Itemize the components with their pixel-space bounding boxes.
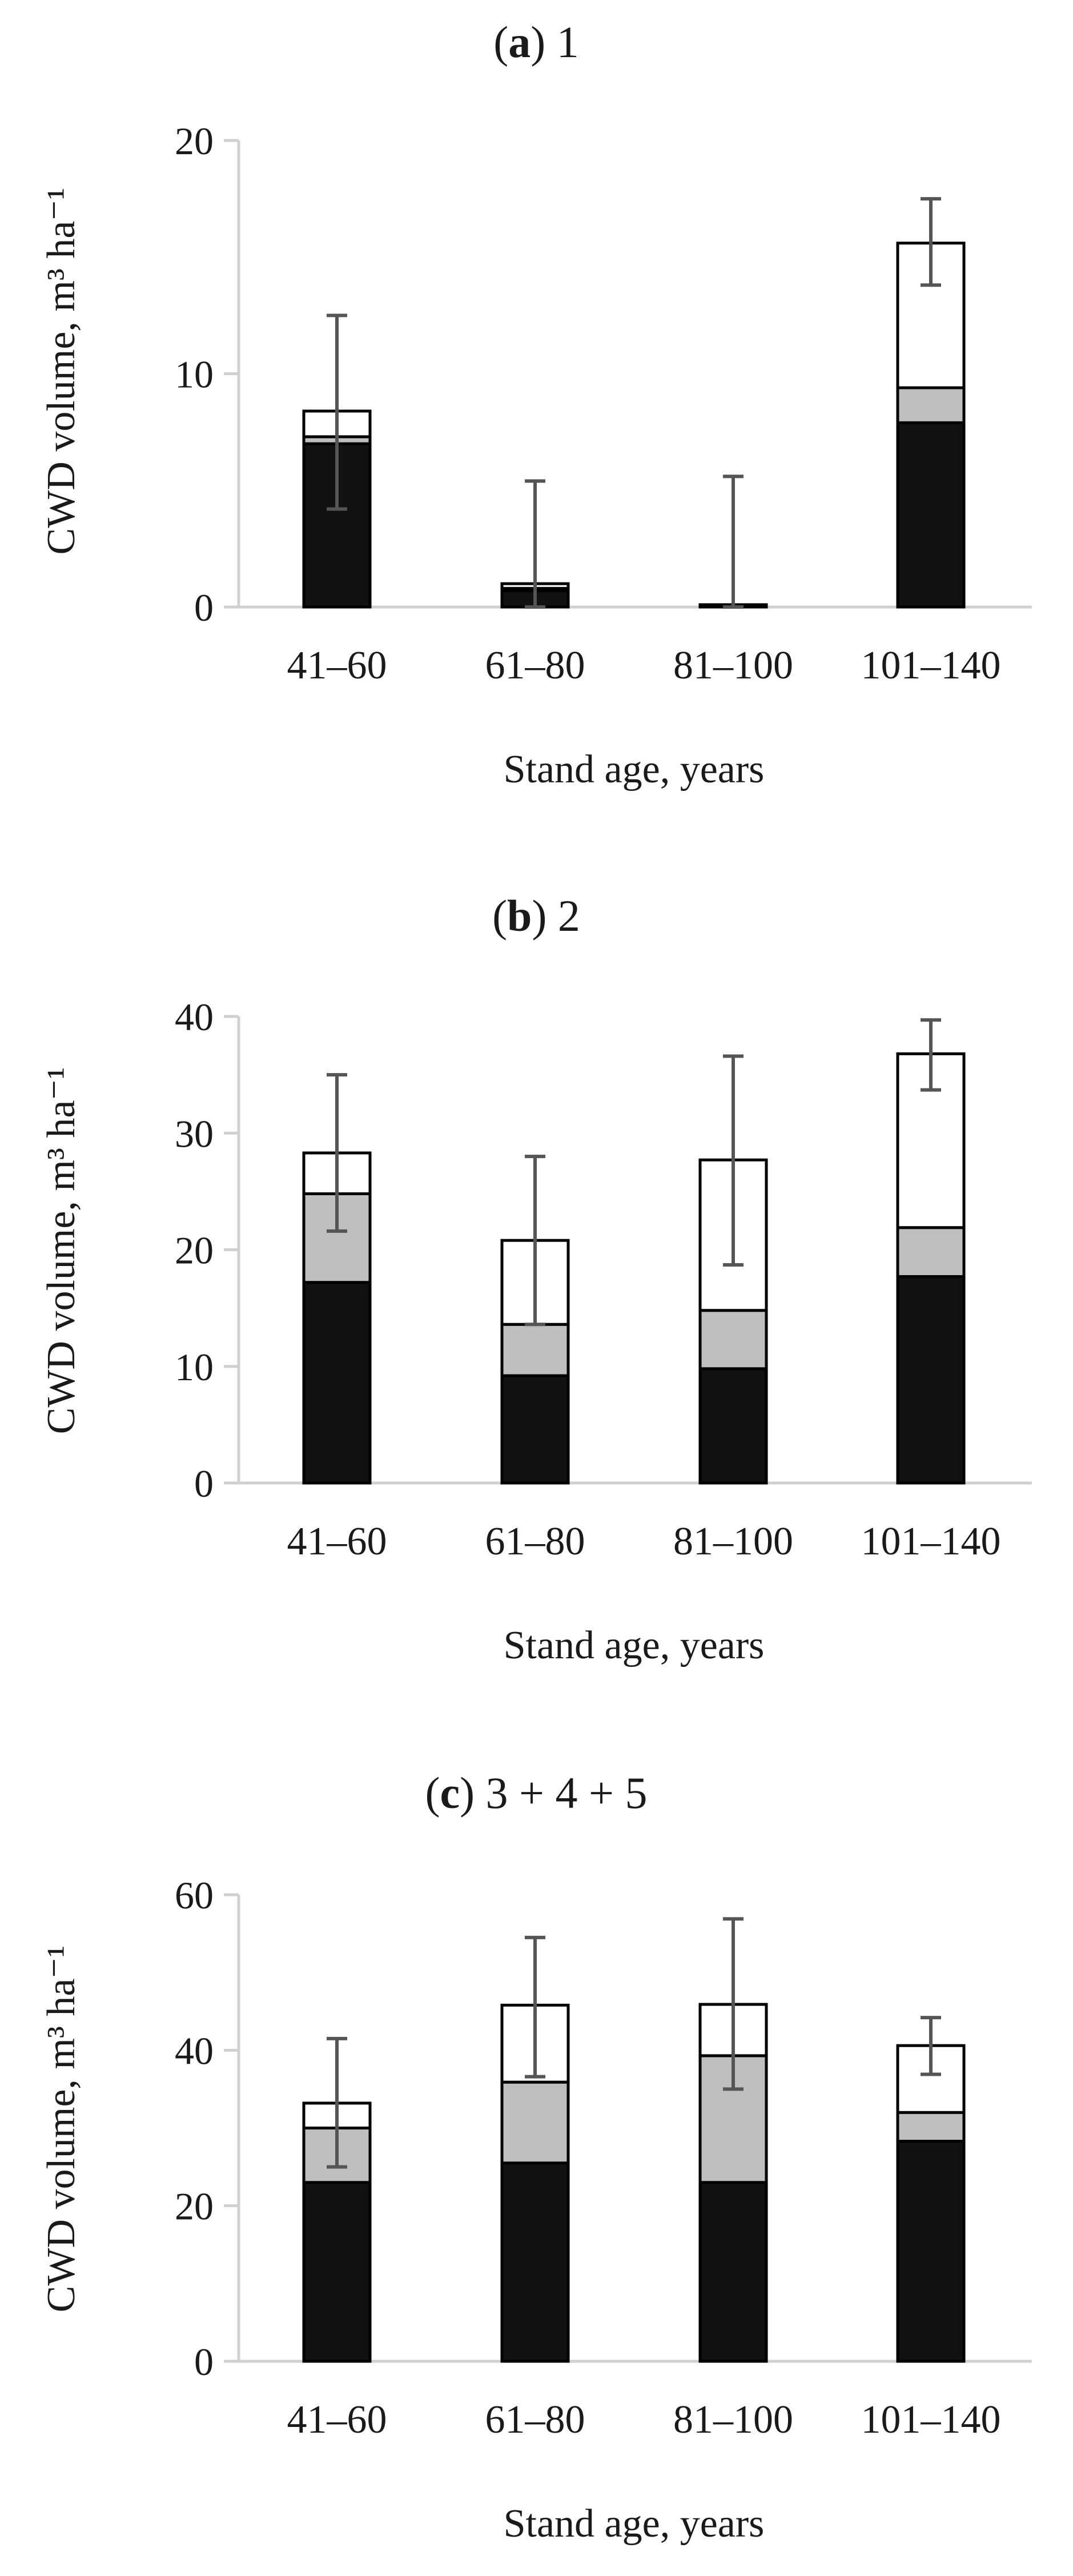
y-tick-label: 30 xyxy=(175,1112,214,1155)
bar-segment-grey-3 xyxy=(698,1309,768,1371)
y-axis-label: CWD volume, m³ ha⁻¹ xyxy=(39,188,83,555)
x-tick-label: 81–100 xyxy=(673,1520,793,1564)
y-tick-label: 10 xyxy=(175,1345,214,1389)
bar-segment-black-4 xyxy=(896,421,966,609)
y-tick-label: 10 xyxy=(175,353,214,396)
y-tick-label: 20 xyxy=(175,119,214,163)
y-tick-label: 40 xyxy=(175,995,214,1039)
bar-segment-black-1 xyxy=(302,2181,372,2363)
bar-segment-black-3 xyxy=(698,1367,768,1485)
bar-segment-black-1 xyxy=(302,1281,372,1485)
chart-title-suffix: ) 1 xyxy=(531,17,578,67)
x-tick-label: 81–100 xyxy=(673,644,793,688)
chart-title-suffix: ) 2 xyxy=(532,891,580,941)
x-tick-label: 101–140 xyxy=(861,2398,1001,2442)
x-tick-label: 41–60 xyxy=(287,644,387,688)
panel-a: (a) 1 0 10 20 CWD volume, m³ ha⁻¹ Stand age, … xyxy=(39,17,1032,791)
y-tick-label: 0 xyxy=(194,2340,214,2384)
x-tick-label: 81–100 xyxy=(673,2398,793,2442)
y-tick-label: 20 xyxy=(175,2185,214,2228)
chart-title: (a) 1 xyxy=(493,17,578,67)
y-axis-label: CWD volume, m³ ha⁻¹ xyxy=(39,1067,83,1434)
y-axis-label: CWD volume, m³ ha⁻¹ xyxy=(39,1946,83,2313)
chart-title-letter: b xyxy=(507,891,532,941)
chart-title: (b) 2 xyxy=(492,891,580,941)
y-tick-label: 0 xyxy=(194,586,214,629)
x-tick-label: 41–60 xyxy=(287,1520,387,1564)
bar-segment-black-4 xyxy=(896,1275,966,1485)
x-axis-label: Stand age, years xyxy=(504,2502,765,2546)
x-tick-label: 61–80 xyxy=(485,2398,585,2442)
y-tick-label: 60 xyxy=(175,1874,214,1917)
y-tick-label: 40 xyxy=(175,2029,214,2072)
x-tick-label: 61–80 xyxy=(485,644,585,688)
chart-title-suffix: ) 3 + 4 + 5 xyxy=(460,1768,647,1818)
bar-segment-black-4 xyxy=(896,2140,966,2363)
bar-segment-grey-2 xyxy=(500,1323,570,1377)
chart-title-letter: c xyxy=(440,1768,460,1818)
x-tick-label: 41–60 xyxy=(287,2398,387,2442)
x-tick-label: 101–140 xyxy=(861,1520,1001,1564)
y-tick-label: 0 xyxy=(194,1462,214,1505)
panel-b: (b) 2 0 10 20 30 40 CWD volume, m³ ha⁻¹ Stand a… xyxy=(39,891,1032,1667)
x-tick-label: 61–80 xyxy=(485,1520,585,1564)
bar-segment-grey-2 xyxy=(500,2080,570,2165)
x-axis-label: Stand age, years xyxy=(504,748,765,791)
y-tick-label: 20 xyxy=(175,1229,214,1272)
bar-segment-black-2 xyxy=(500,1374,570,1485)
chart-title-prefix: ( xyxy=(425,1768,440,1818)
bar-segment-grey-4 xyxy=(896,386,966,424)
chart-title-letter: a xyxy=(508,17,531,67)
chart-title: (c) 3 + 4 + 5 xyxy=(425,1768,647,1818)
chart-title-prefix: ( xyxy=(492,891,507,941)
x-tick-label: 101–140 xyxy=(861,644,1001,688)
bar-segment-grey-4 xyxy=(896,1226,966,1278)
panel-c: (c) 3 + 4 + 5 0 20 40 60 CWD volume, m³ ha⁻¹ S… xyxy=(39,1768,1032,2546)
bar-segment-grey-4 xyxy=(896,2111,966,2143)
x-axis-label: Stand age, years xyxy=(504,1623,765,1667)
chart-title-prefix: ( xyxy=(493,17,508,67)
bar-segment-black-3 xyxy=(698,2181,768,2363)
bar-segment-black-2 xyxy=(500,2161,570,2363)
